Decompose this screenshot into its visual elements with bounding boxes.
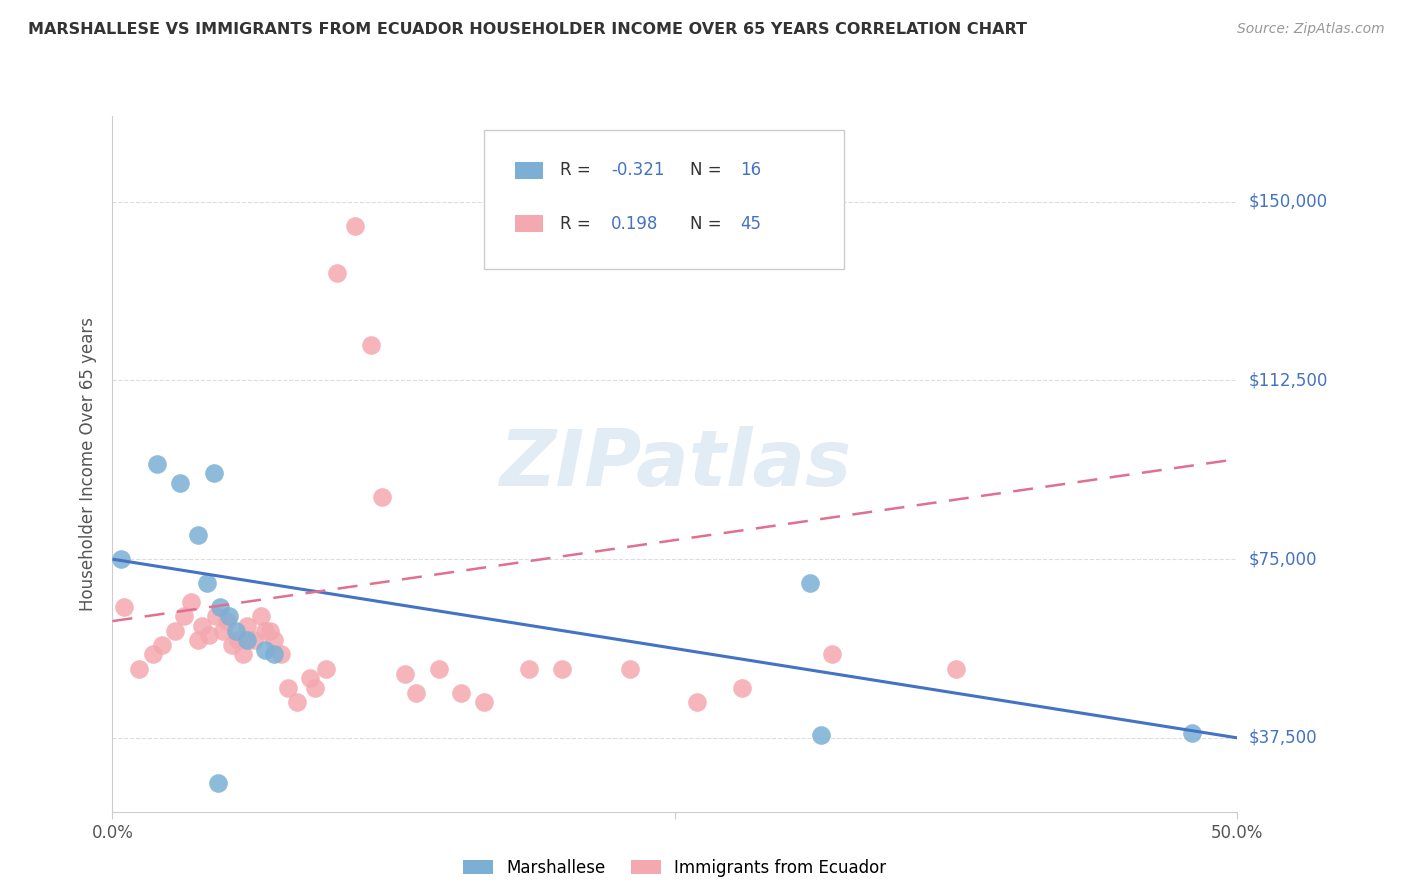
Point <box>277 681 299 695</box>
Point <box>211 624 233 638</box>
Point <box>218 609 240 624</box>
Point <box>191 619 214 633</box>
Point <box>221 638 243 652</box>
Point <box>254 642 277 657</box>
Point <box>173 609 195 624</box>
Point <box>228 633 250 648</box>
Point <box>344 219 367 233</box>
FancyBboxPatch shape <box>484 130 844 269</box>
Point <box>731 681 754 695</box>
Text: -0.321: -0.321 <box>610 161 664 179</box>
Text: $150,000: $150,000 <box>1249 193 1327 211</box>
Point <box>187 633 209 648</box>
Point <box>360 337 382 351</box>
Point <box>821 648 844 662</box>
Point <box>263 633 285 648</box>
Point <box>405 685 427 699</box>
Point <box>225 624 247 638</box>
Point <box>270 648 292 662</box>
Point <box>128 662 150 676</box>
Point <box>209 599 232 614</box>
Legend: Marshallese, Immigrants from Ecuador: Marshallese, Immigrants from Ecuador <box>457 852 893 883</box>
Text: MARSHALLESE VS IMMIGRANTS FROM ECUADOR HOUSEHOLDER INCOME OVER 65 YEARS CORRELAT: MARSHALLESE VS IMMIGRANTS FROM ECUADOR H… <box>28 22 1028 37</box>
Point <box>254 624 277 638</box>
Point <box>165 624 187 638</box>
Point <box>207 776 229 790</box>
Point <box>517 662 540 676</box>
Point <box>945 662 967 676</box>
Point <box>259 624 281 638</box>
Point <box>285 695 308 709</box>
Text: $75,000: $75,000 <box>1249 550 1317 568</box>
Point <box>169 475 191 490</box>
Point <box>810 729 832 743</box>
Point <box>619 662 641 676</box>
Point <box>150 638 173 652</box>
Point <box>299 671 322 685</box>
Text: 0.198: 0.198 <box>610 215 658 233</box>
Text: Source: ZipAtlas.com: Source: ZipAtlas.com <box>1237 22 1385 37</box>
Point <box>250 609 273 624</box>
Point <box>236 619 259 633</box>
Point <box>427 662 450 676</box>
Point <box>551 662 574 676</box>
Point <box>232 648 254 662</box>
Point <box>146 457 169 471</box>
Text: R =: R = <box>560 161 596 179</box>
Point <box>205 609 228 624</box>
Point <box>315 662 337 676</box>
Point <box>180 595 202 609</box>
Point <box>326 266 349 280</box>
Point <box>799 576 821 591</box>
Point <box>217 614 239 628</box>
Text: ZIPatlas: ZIPatlas <box>499 425 851 502</box>
Point <box>142 648 165 662</box>
Point <box>371 490 394 504</box>
Point <box>263 648 285 662</box>
Text: N =: N = <box>689 161 727 179</box>
Point <box>304 681 326 695</box>
Point <box>112 599 135 614</box>
Point <box>202 467 225 481</box>
Text: R =: R = <box>560 215 596 233</box>
Point <box>187 528 209 542</box>
Point <box>686 695 709 709</box>
Point <box>450 685 472 699</box>
Y-axis label: Householder Income Over 65 years: Householder Income Over 65 years <box>79 317 97 611</box>
Point <box>236 633 259 648</box>
Text: $112,500: $112,500 <box>1249 371 1327 390</box>
Text: $37,500: $37,500 <box>1249 729 1317 747</box>
Point <box>1181 726 1204 740</box>
Text: 45: 45 <box>740 215 761 233</box>
Text: N =: N = <box>689 215 727 233</box>
Text: 16: 16 <box>740 161 761 179</box>
Point <box>198 628 221 642</box>
Point <box>110 552 132 566</box>
Point <box>394 666 416 681</box>
FancyBboxPatch shape <box>515 161 543 179</box>
Point <box>195 576 218 591</box>
Point <box>472 695 495 709</box>
FancyBboxPatch shape <box>515 215 543 233</box>
Point <box>243 633 266 648</box>
Point <box>1249 719 1271 733</box>
